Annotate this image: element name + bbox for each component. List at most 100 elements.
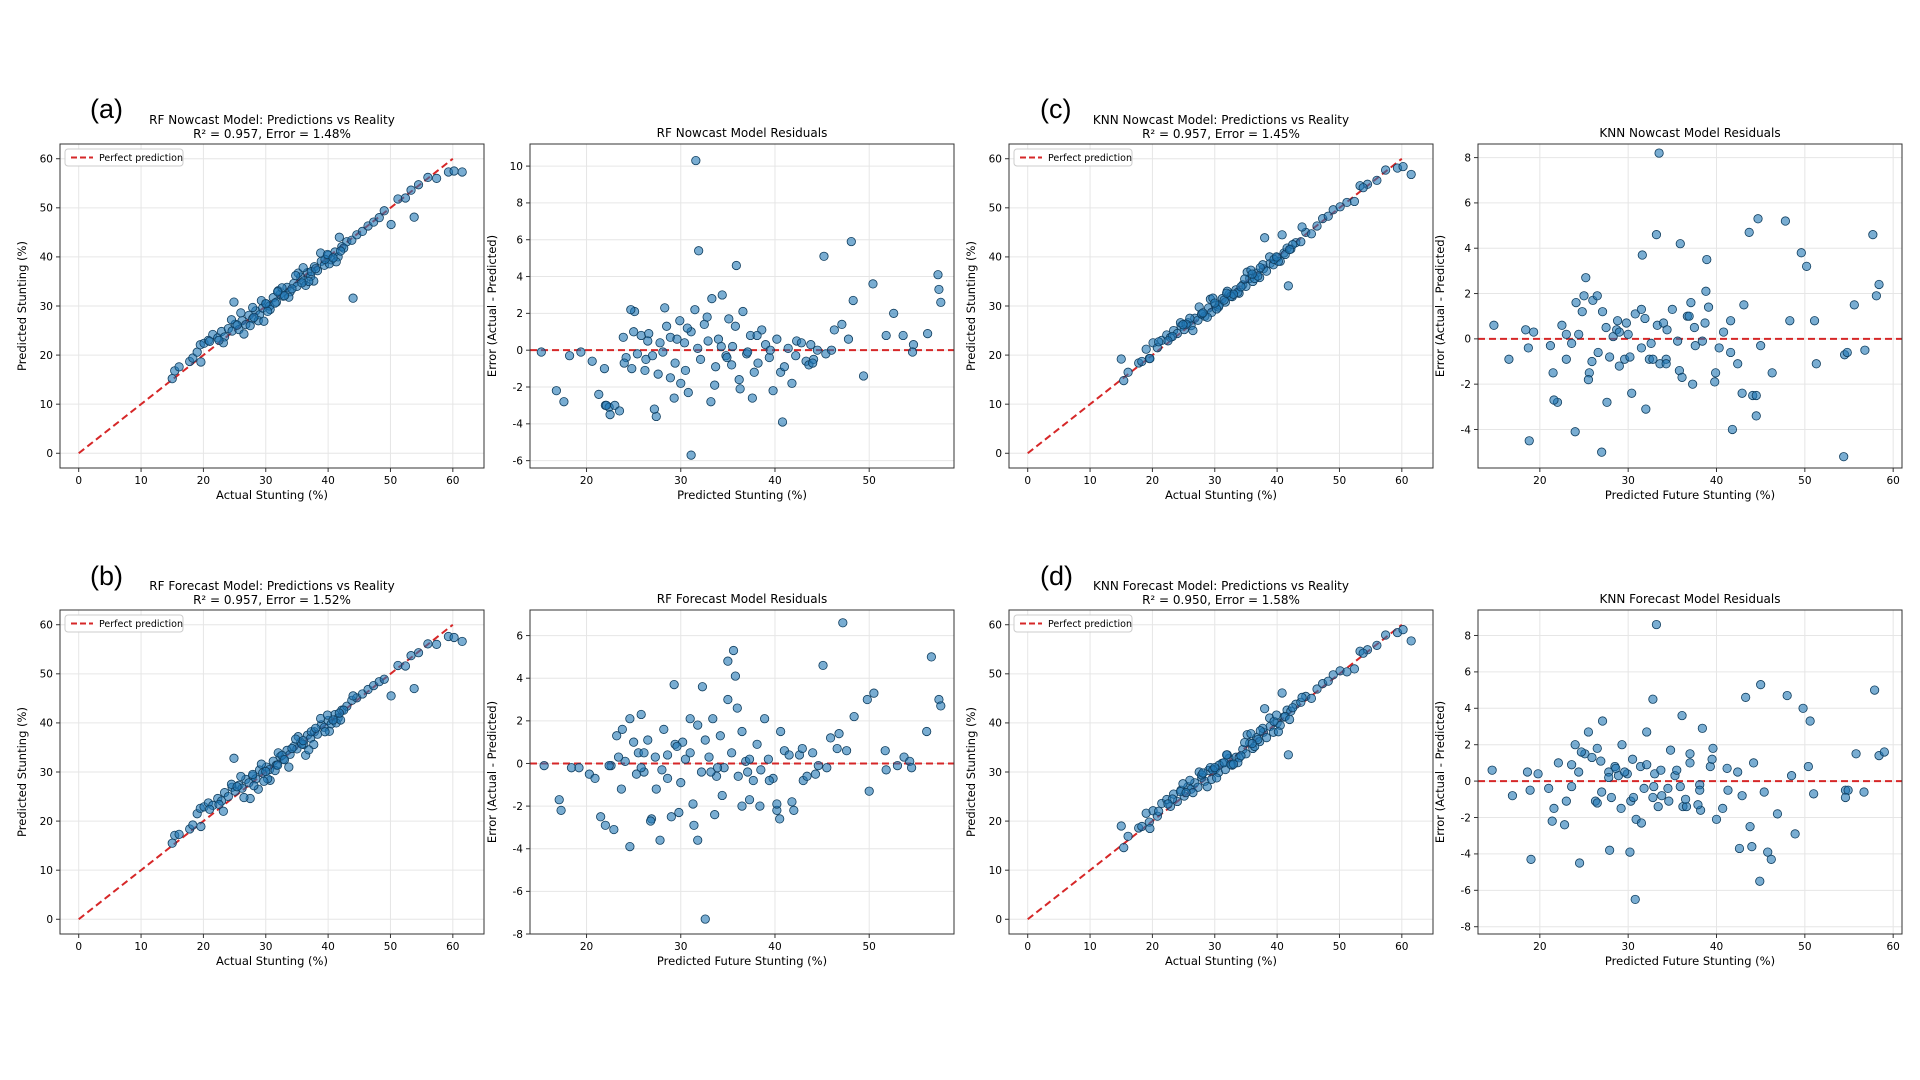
x-tick-label: 40 bbox=[1710, 941, 1723, 953]
data-point bbox=[1349, 196, 1360, 207]
x-tick-label: 60 bbox=[446, 941, 459, 953]
data-point bbox=[1574, 858, 1585, 868]
y-tick-label: -8 bbox=[1461, 922, 1471, 934]
data-point bbox=[229, 297, 239, 307]
data-point bbox=[1625, 352, 1635, 362]
data-point bbox=[616, 784, 626, 794]
data-point bbox=[1802, 261, 1812, 271]
data-point bbox=[1859, 787, 1869, 797]
data-point bbox=[239, 329, 249, 339]
y-tick-label: -6 bbox=[513, 455, 524, 467]
data-point bbox=[1726, 347, 1736, 358]
x-tick-label: 0 bbox=[75, 475, 82, 487]
y-tick-label: -2 bbox=[1461, 379, 1471, 391]
data-point bbox=[1188, 325, 1198, 336]
data-point bbox=[328, 715, 338, 725]
data-point bbox=[723, 656, 733, 666]
y-tick-label: 40 bbox=[40, 718, 53, 730]
y-tick-label: -8 bbox=[513, 929, 523, 941]
chart-title: RF Nowcast Model Residuals bbox=[657, 126, 828, 140]
data-point bbox=[196, 357, 206, 367]
y-tick-label: 8 bbox=[1464, 152, 1471, 164]
data-point bbox=[787, 797, 797, 807]
data-point bbox=[1665, 745, 1676, 755]
data-point bbox=[710, 380, 720, 390]
data-point bbox=[864, 786, 874, 796]
data-point bbox=[1246, 729, 1256, 739]
data-point bbox=[658, 347, 668, 357]
data-point bbox=[1874, 279, 1884, 290]
data-point bbox=[789, 805, 799, 815]
data-point bbox=[205, 336, 215, 346]
data-point bbox=[1680, 794, 1691, 804]
data-point bbox=[1662, 325, 1672, 335]
data-point bbox=[1212, 773, 1222, 783]
x-tick-label: 50 bbox=[1333, 475, 1346, 487]
data-point bbox=[763, 754, 773, 764]
data-point bbox=[1648, 792, 1658, 803]
data-point bbox=[727, 748, 737, 758]
x-tick-label: 40 bbox=[1270, 475, 1283, 487]
y-tick-label: 40 bbox=[989, 718, 1002, 730]
data-point bbox=[808, 358, 818, 368]
y-tick-label: -4 bbox=[1461, 424, 1472, 436]
y-tick-label: 8 bbox=[1464, 630, 1471, 642]
x-tick-label: 20 bbox=[1533, 475, 1546, 487]
data-point bbox=[1545, 341, 1556, 351]
perfect-prediction-line bbox=[78, 157, 454, 455]
data-point bbox=[747, 393, 757, 403]
legend-entry: Perfect prediction bbox=[1048, 153, 1132, 164]
data-point bbox=[1606, 792, 1616, 803]
chart-title: KNN Forecast Model: Predictions vs Reali… bbox=[1093, 579, 1349, 593]
data-point bbox=[1548, 368, 1558, 378]
data-point bbox=[614, 406, 625, 416]
data-point bbox=[690, 305, 700, 315]
data-point bbox=[1625, 847, 1635, 857]
data-point bbox=[248, 302, 258, 313]
data-point bbox=[273, 760, 283, 770]
data-point bbox=[1202, 782, 1212, 792]
data-point bbox=[825, 733, 836, 743]
data-point bbox=[334, 232, 344, 242]
chart-subtitle: R² = 0.957, Error = 1.52% bbox=[193, 593, 351, 607]
chart-knn_nowcast_pvr: 0 10 20 30 40 50 60 0 10 20 30 40 50 60 Actual Stuntin… bbox=[964, 113, 1434, 502]
data-point bbox=[632, 349, 643, 359]
y-tick-label: 4 bbox=[1464, 703, 1471, 715]
y-tick-label: 40 bbox=[989, 252, 1002, 264]
data-point bbox=[660, 303, 670, 313]
data-point bbox=[556, 805, 566, 815]
legend: Perfect prediction bbox=[1013, 614, 1133, 633]
data-point bbox=[1627, 754, 1638, 764]
data-point bbox=[1255, 726, 1265, 736]
data-point bbox=[1630, 309, 1640, 319]
data-point bbox=[841, 746, 852, 756]
data-point bbox=[1703, 302, 1714, 312]
chart-subtitle: R² = 0.957, Error = 1.45% bbox=[1142, 127, 1300, 141]
legend-box bbox=[1013, 614, 1133, 633]
data-point bbox=[819, 251, 829, 261]
y-tick-label: 50 bbox=[40, 203, 53, 215]
data-point bbox=[214, 799, 224, 810]
chart-title: KNN Forecast Model Residuals bbox=[1599, 592, 1780, 606]
data-point bbox=[676, 778, 686, 788]
x-tick-label: 10 bbox=[1083, 941, 1096, 953]
data-point bbox=[1661, 359, 1671, 369]
data-point bbox=[772, 334, 782, 344]
data-point bbox=[1524, 436, 1534, 446]
data-point bbox=[1236, 282, 1246, 292]
data-point bbox=[335, 246, 346, 256]
data-point bbox=[1406, 169, 1416, 180]
data-point bbox=[697, 682, 708, 692]
data-point bbox=[423, 172, 433, 182]
data-point bbox=[862, 694, 872, 705]
data-point bbox=[1297, 222, 1307, 232]
data-point bbox=[734, 375, 744, 385]
data-point bbox=[775, 814, 785, 824]
data-point bbox=[858, 371, 869, 381]
data-point bbox=[695, 354, 706, 364]
data-point bbox=[752, 739, 762, 749]
data-point bbox=[808, 748, 818, 758]
data-point bbox=[600, 820, 610, 830]
y-tick-label: 20 bbox=[989, 350, 1002, 362]
y-tick-label: 2 bbox=[1464, 288, 1471, 300]
